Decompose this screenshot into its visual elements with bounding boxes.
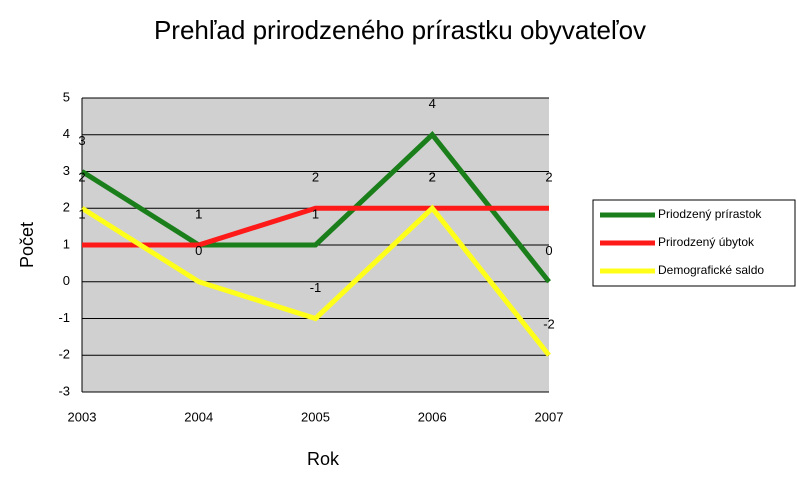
x-tick-label: 2005: [301, 409, 330, 424]
series-line: [80, 131, 551, 284]
x-tick-label: 2003: [68, 409, 97, 424]
data-label: 2: [545, 170, 552, 185]
data-label: -1: [310, 280, 322, 295]
chart-title: Prehľad prirodzeného prírastku obyvateľo…: [154, 15, 646, 45]
y-tick-label: 2: [63, 200, 70, 215]
data-label: 1: [195, 206, 202, 221]
y-tick-label: 0: [63, 273, 70, 288]
legend-label: Demografické saldo: [658, 263, 764, 277]
data-label: -2: [543, 317, 555, 332]
y-tick-label: 3: [63, 163, 70, 178]
data-label: 3: [78, 133, 85, 148]
legend-label: Prirodzený úbytok: [658, 235, 755, 249]
series-line: [82, 205, 549, 248]
series-line: [80, 204, 551, 357]
data-label: 1: [195, 206, 202, 221]
y-tick-label: 1: [63, 236, 70, 251]
data-label: 2: [429, 170, 436, 185]
data-label: 1: [312, 206, 319, 221]
y-tick-label: 4: [63, 126, 70, 141]
data-label: 0: [545, 243, 552, 258]
data-label: 1: [78, 206, 85, 221]
y-axis-label: Počet: [17, 222, 37, 268]
data-label: 2: [78, 170, 85, 185]
y-tick-label: -1: [58, 310, 70, 325]
x-axis-label: Rok: [307, 449, 340, 469]
y-tick-label: -3: [58, 383, 70, 398]
x-tick-label: 2004: [184, 409, 213, 424]
legend-label: Priodzený prírastok: [658, 207, 762, 221]
data-label: 2: [429, 170, 436, 185]
x-tick-label: 2007: [535, 409, 564, 424]
data-label: 0: [195, 243, 202, 258]
data-label: 2: [312, 170, 319, 185]
data-label: 4: [429, 96, 436, 111]
x-tick-label: 2006: [418, 409, 447, 424]
y-tick-label: -2: [58, 347, 70, 362]
y-tick-label: 5: [63, 89, 70, 104]
